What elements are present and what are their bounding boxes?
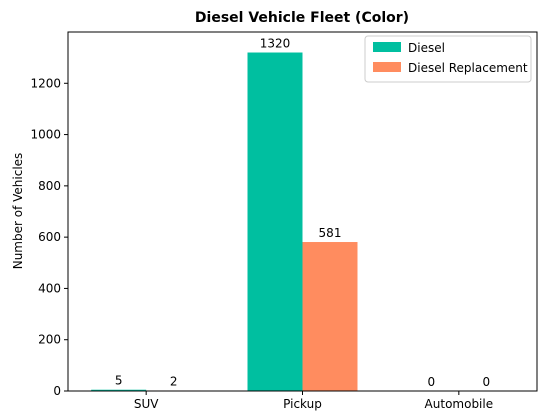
- legend-frame: [364, 35, 532, 83]
- data-label: 5: [115, 374, 123, 388]
- y-tick-label: 200: [38, 333, 61, 347]
- chart-title: Diesel Vehicle Fleet (Color): [195, 10, 409, 26]
- bar-diesel-pickup: [247, 52, 303, 391]
- x-tick-label: Pickup: [283, 397, 322, 411]
- data-label: 0: [483, 375, 491, 389]
- y-tick-label: 600: [38, 230, 61, 244]
- x-tick-label: SUV: [134, 397, 159, 411]
- legend-label: Diesel Replacement: [408, 61, 528, 75]
- y-tick-label: 400: [38, 281, 61, 295]
- y-tick-label: 0: [53, 384, 61, 398]
- bar-diesel-suv: [91, 389, 147, 391]
- plot-area: 5 1320 0 2 581 0 0 200 400 600 800 1000 1200 SUV Picku…: [30, 31, 538, 411]
- y-tick-label: 1200: [30, 76, 61, 90]
- data-label: 1320: [260, 37, 291, 51]
- legend-swatch: [373, 42, 401, 52]
- legend: Diesel Diesel Replacement: [364, 35, 532, 83]
- legend-label: Diesel: [408, 41, 445, 55]
- bar-diesel-replacement-pickup: [302, 242, 358, 391]
- data-label: 0: [428, 375, 436, 389]
- y-tick-label: 800: [38, 179, 61, 193]
- y-axis-title: Number of Vehicles: [11, 153, 25, 270]
- data-label: 2: [170, 374, 178, 388]
- x-tick-label: Automobile: [425, 397, 494, 411]
- legend-swatch: [373, 62, 401, 72]
- y-tick-label: 1000: [30, 128, 61, 142]
- data-label: 581: [319, 226, 342, 240]
